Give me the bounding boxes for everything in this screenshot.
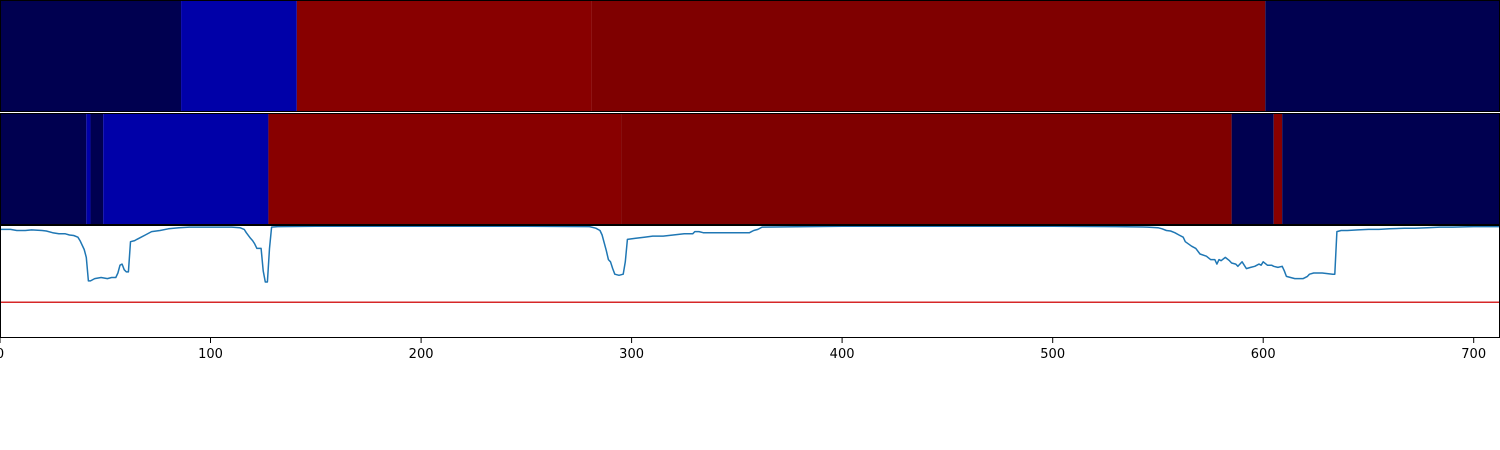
heatmap-cell [0,1,182,112]
heatmap-cell [90,114,104,225]
x-tick-label: 300 [619,347,644,362]
heatmap-cell [1231,114,1274,225]
x-tick-label: 0 [0,347,4,362]
series-line [0,225,1499,283]
heatmap-cell [1265,1,1499,112]
x-tick-label: 400 [830,347,855,362]
heatmap-row-top [0,1,1499,112]
x-axis: 0 100 200 300 400 500 600 700 [0,338,1486,362]
heatmap-cell [103,114,269,225]
x-tick-label: 200 [409,347,434,362]
heatmap-cell [0,114,87,225]
x-tick-label: 100 [198,347,223,362]
heatmap-row-middle [0,114,1499,225]
heatmap-cell [1282,114,1499,225]
heatmap-cell [181,1,297,112]
x-tick-label: 500 [1040,347,1065,362]
x-tick-label: 600 [1251,347,1276,362]
heatmap-cell [621,114,1232,225]
heatmap-cell [296,1,592,112]
line-plot-panel [0,225,1499,303]
bottom-panel-frame [0,225,1500,338]
heatmap-cell [268,114,622,225]
heatmap-cell [591,1,1266,112]
x-tick-label: 700 [1461,347,1486,362]
heatmap-cell [1273,114,1283,225]
heatmap-cell [86,114,91,225]
